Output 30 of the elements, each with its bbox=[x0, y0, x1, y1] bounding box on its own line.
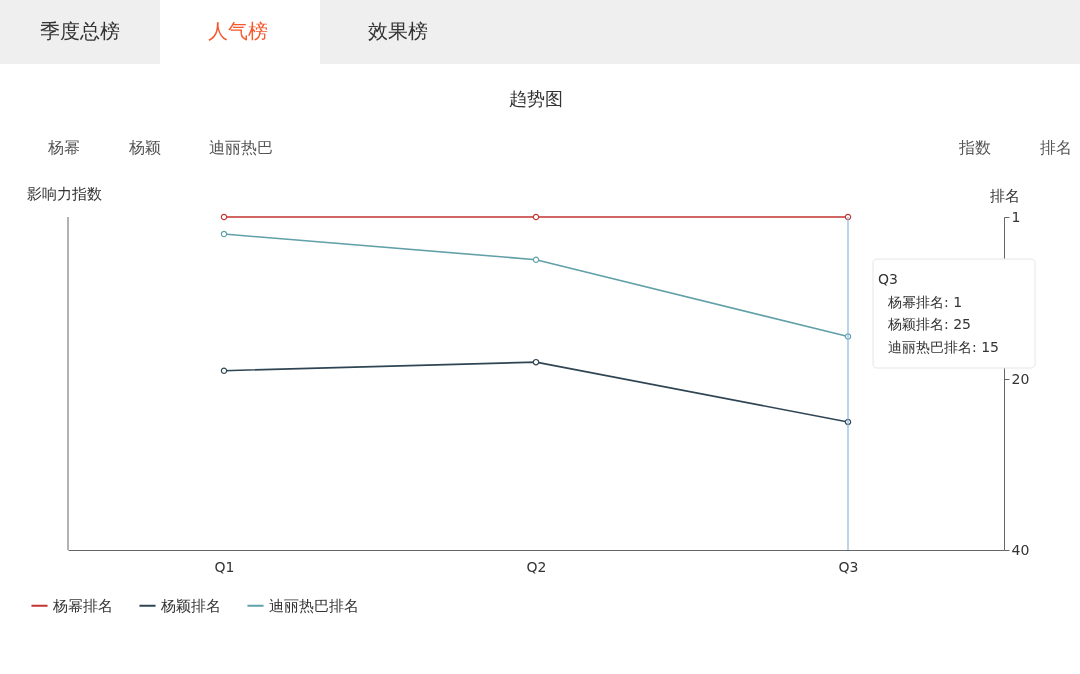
y2-tick-label: 40 bbox=[1011, 541, 1030, 558]
y2-tick-label: 20 bbox=[1011, 370, 1030, 387]
point bbox=[532, 256, 540, 263]
point bbox=[220, 213, 228, 221]
y2-tick-label: 1 bbox=[1011, 208, 1021, 225]
annotation: 杨颖排名: 25 bbox=[887, 316, 971, 332]
chart-title: 趋势图 bbox=[509, 88, 563, 109]
annotation: 杨幂排名: 1 bbox=[887, 293, 963, 310]
text: 迪丽热巴 bbox=[209, 138, 273, 157]
x-tick-label: Q2 bbox=[526, 558, 547, 575]
text: 杨颖 bbox=[128, 138, 161, 157]
legend-label: 迪丽热巴排名 bbox=[269, 596, 359, 615]
annotation: Q3 bbox=[878, 271, 898, 287]
text: 排名 bbox=[1040, 138, 1072, 157]
x-tick-label: Q3 bbox=[838, 558, 859, 575]
point bbox=[220, 230, 228, 238]
y2-axis-title: 排名 bbox=[989, 186, 1020, 205]
x-tick-label: Q1 bbox=[214, 558, 235, 575]
text: 指数 bbox=[958, 138, 991, 157]
point bbox=[532, 358, 540, 366]
text: 效果榜 bbox=[368, 19, 428, 43]
point bbox=[532, 213, 540, 221]
legend-label: 杨幂排名 bbox=[52, 596, 113, 615]
text: 杨幂 bbox=[47, 138, 80, 157]
text: 季度总榜 bbox=[40, 19, 120, 43]
point bbox=[220, 367, 228, 374]
text: 人气榜 bbox=[208, 19, 268, 43]
y-axis-title: 影响力指数 bbox=[27, 185, 102, 203]
legend-label: 杨颖排名 bbox=[160, 596, 221, 615]
annotation: 迪丽热巴排名: 15 bbox=[888, 338, 999, 355]
